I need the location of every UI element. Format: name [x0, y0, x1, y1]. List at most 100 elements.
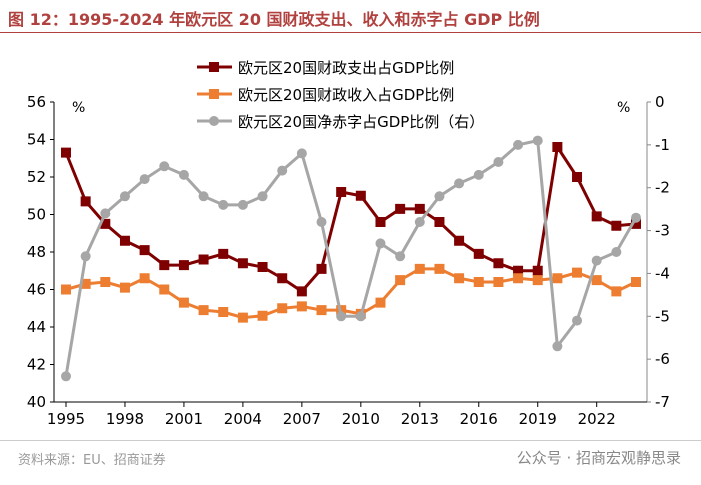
data-point-2 — [119, 191, 130, 202]
data-point-0 — [61, 147, 71, 158]
data-point-2 — [375, 238, 386, 249]
data-point-1 — [316, 305, 327, 316]
data-point-0 — [454, 235, 465, 246]
title-divider — [0, 32, 701, 33]
data-point-2 — [257, 191, 268, 202]
data-point-1 — [237, 312, 248, 323]
chart-title: 图 12：1995-2024 年欧元区 20 国财政支出、收入和赤字占 GDP … — [8, 10, 540, 29]
data-point-1 — [454, 273, 465, 284]
x-tick-label: 2004 — [224, 410, 262, 428]
source-note: 资料来源：EU、招商证券 — [18, 453, 166, 468]
data-point-1 — [80, 278, 91, 289]
data-point-0 — [473, 248, 484, 259]
data-point-2 — [277, 165, 288, 176]
data-point-0 — [532, 265, 543, 276]
data-point-0 — [316, 263, 327, 274]
data-point-1 — [296, 301, 307, 312]
data-point-1 — [198, 305, 209, 316]
data-point-0 — [237, 258, 248, 269]
watermark: 公众号 · 招商宏观静思录 — [516, 449, 681, 467]
data-point-2 — [591, 255, 602, 266]
data-point-0 — [80, 196, 91, 207]
data-point-1 — [375, 297, 386, 308]
right-tick-label: -4 — [655, 264, 670, 282]
right-tick-label: -5 — [655, 307, 670, 325]
data-point-2 — [198, 191, 209, 202]
data-point-2 — [139, 174, 150, 185]
data-point-0 — [552, 142, 563, 152]
data-point-1 — [591, 275, 602, 286]
data-point-0 — [355, 190, 366, 201]
data-point-0 — [395, 203, 406, 214]
data-point-2 — [218, 199, 229, 210]
data-point-1 — [434, 263, 445, 274]
data-point-2 — [493, 157, 504, 167]
data-point-1 — [139, 273, 150, 284]
data-point-0 — [493, 258, 504, 269]
data-point-0 — [218, 248, 229, 259]
x-tick-label: 2019 — [519, 410, 557, 428]
data-point-1 — [277, 303, 288, 314]
data-point-0 — [198, 254, 209, 265]
data-point-1 — [473, 277, 484, 287]
right-tick-label: -2 — [655, 179, 670, 197]
right-tick-label: -6 — [655, 350, 670, 368]
legend-label-1: 欧元区20国财政收入占GDP比例 — [238, 86, 454, 104]
source-divider — [0, 440, 701, 441]
data-point-2 — [434, 191, 445, 202]
data-point-0 — [296, 286, 307, 297]
series-line-2 — [64, 138, 638, 377]
data-point-1 — [178, 297, 189, 308]
left-tick-label: 50 — [27, 206, 46, 224]
data-point-2 — [572, 315, 583, 326]
data-point-1 — [611, 286, 622, 297]
data-point-1 — [513, 273, 524, 284]
data-point-1 — [493, 277, 504, 287]
data-point-0 — [277, 273, 288, 284]
data-point-0 — [611, 220, 622, 231]
left-tick-label: 46 — [27, 281, 46, 299]
data-point-2 — [178, 169, 189, 180]
data-point-0 — [139, 245, 150, 256]
data-point-0 — [336, 187, 347, 197]
data-point-0 — [375, 217, 386, 227]
data-point-2 — [316, 217, 327, 227]
right-tick-label: -1 — [655, 136, 670, 154]
data-point-2 — [100, 208, 111, 219]
data-point-2 — [513, 139, 524, 150]
data-point-1 — [119, 282, 130, 293]
legend-marker-0 — [209, 62, 219, 72]
data-point-1 — [532, 275, 543, 286]
x-tick-label: 2010 — [342, 410, 380, 428]
x-tick-label: 2013 — [401, 410, 439, 428]
data-point-1 — [395, 275, 406, 286]
data-point-0 — [591, 211, 602, 222]
x-tick-label: 2001 — [165, 410, 203, 428]
data-point-0 — [434, 217, 445, 227]
data-point-1 — [414, 263, 425, 274]
data-point-2 — [80, 251, 91, 262]
data-point-2 — [237, 199, 248, 210]
left-tick-label: 44 — [27, 318, 46, 336]
data-point-2 — [414, 217, 425, 227]
data-point-1 — [61, 284, 71, 295]
data-point-2 — [395, 251, 406, 262]
data-point-1 — [631, 277, 641, 287]
data-point-0 — [159, 260, 170, 271]
data-point-1 — [572, 267, 583, 278]
left-tick-label: 54 — [27, 131, 46, 149]
left-tick-label: 40 — [27, 393, 46, 411]
right-tick-label: -3 — [655, 222, 670, 240]
data-point-2 — [61, 371, 71, 382]
data-point-1 — [257, 310, 268, 321]
data-point-0 — [100, 218, 111, 229]
data-point-0 — [119, 235, 130, 246]
left-tick-label: 42 — [27, 356, 46, 374]
right-tick-label: -7 — [655, 393, 670, 411]
legend-label-2: 欧元区20国净赤字占GDP比例（右） — [238, 113, 484, 131]
data-point-0 — [178, 260, 189, 271]
data-point-0 — [257, 262, 268, 272]
data-point-0 — [631, 218, 641, 229]
legend-label-0: 欧元区20国财政支出占GDP比例 — [238, 59, 454, 77]
data-point-1 — [218, 307, 229, 317]
